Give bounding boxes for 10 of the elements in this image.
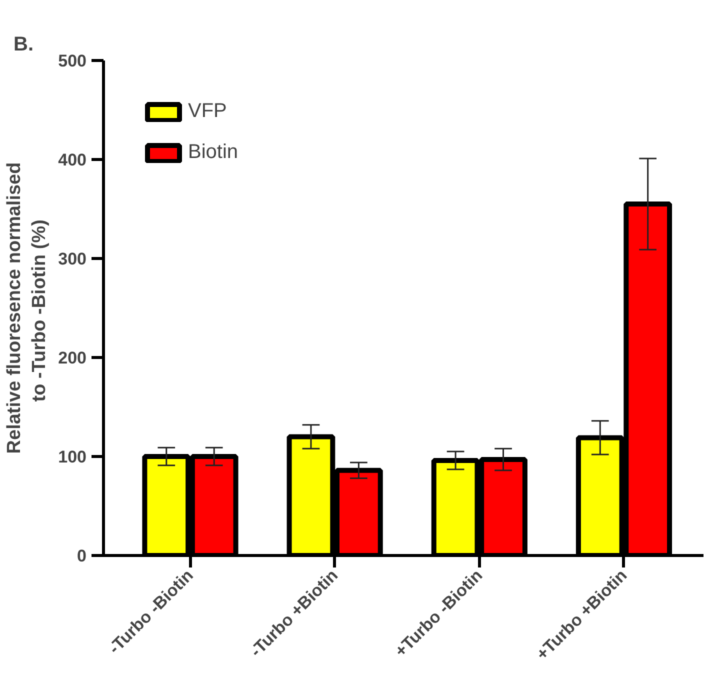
chart-title: B. — [14, 34, 34, 56]
y-axis-title: Relative fluoresence normalised to -Turbo -Biotin (%) — [4, 162, 50, 454]
y-tick-label: 300 — [58, 250, 87, 268]
y-tick-label: 500 — [58, 52, 87, 70]
y-tick-label: 0 — [77, 546, 87, 566]
y-tick-label: 100 — [58, 448, 87, 466]
y-tick-label: 200 — [58, 348, 87, 368]
y-tick-label: 400 — [58, 150, 87, 170]
legend-label: Biotin — [188, 141, 238, 164]
legend-label: VFP — [188, 100, 227, 123]
